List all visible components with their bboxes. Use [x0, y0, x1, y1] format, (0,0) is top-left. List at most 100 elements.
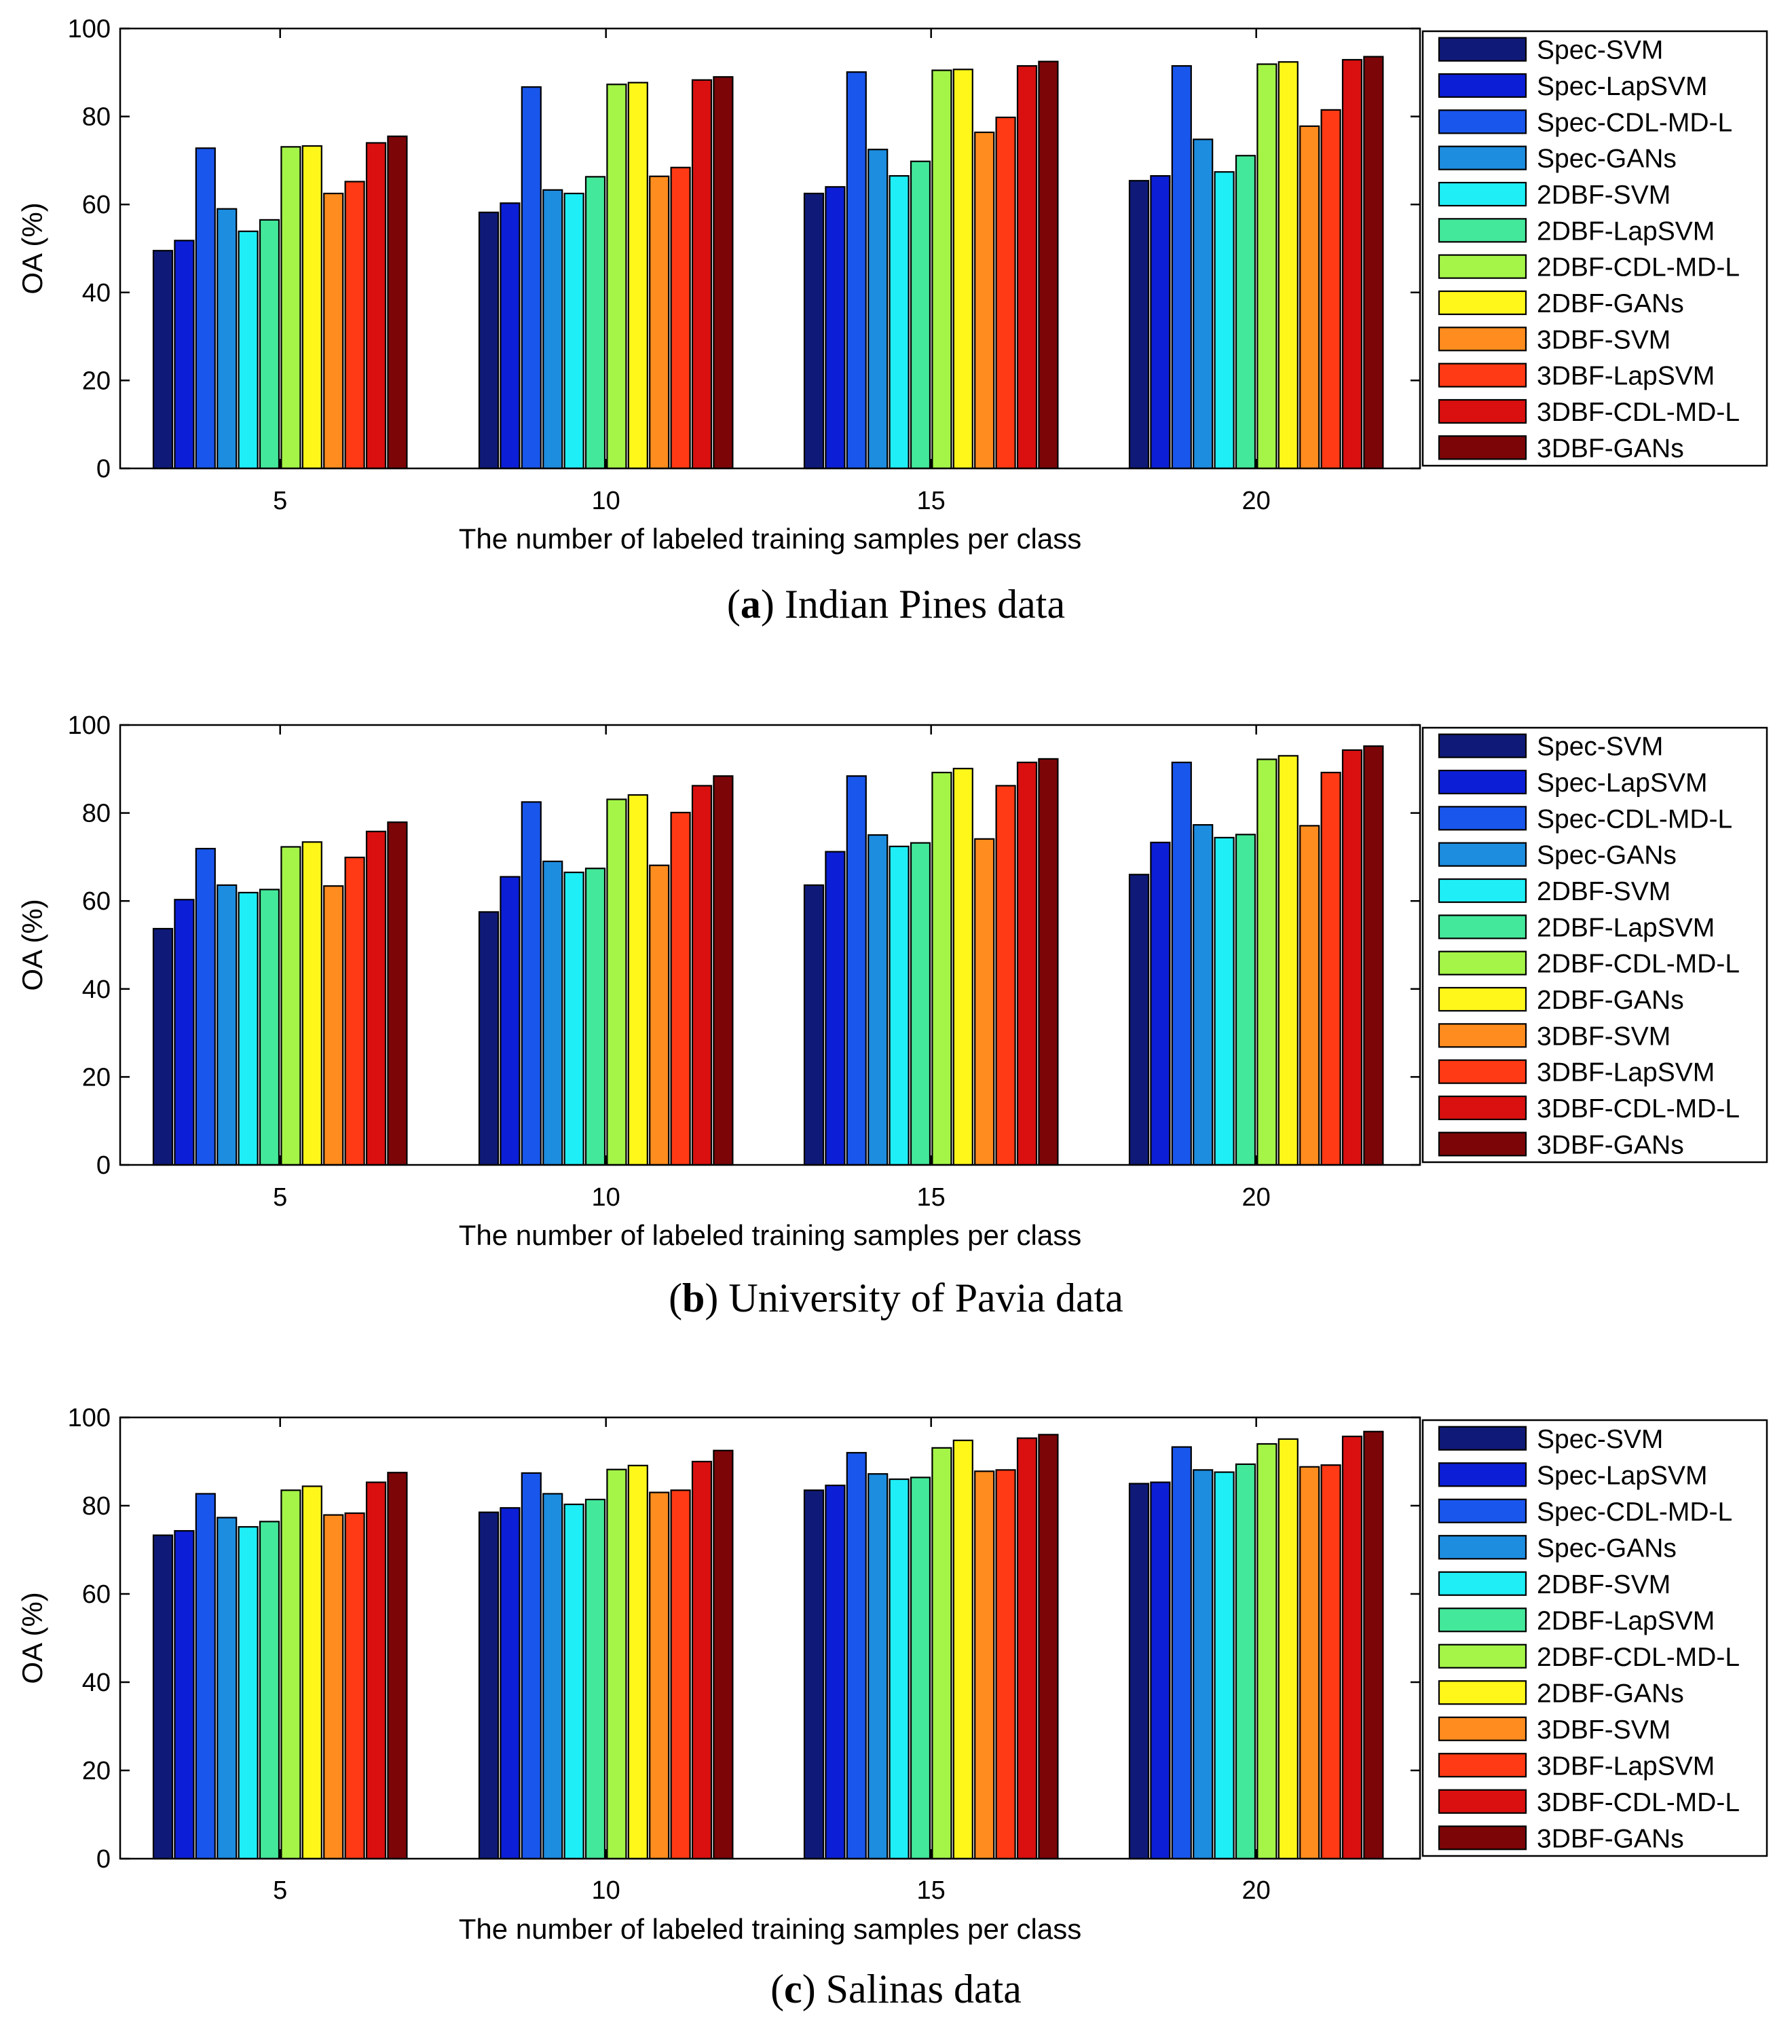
bar-a-2DBF-CDL-MD-L-5: [280, 146, 301, 470]
bar-b-3DBF-GANs-10: [713, 775, 734, 1166]
bar-b-3DBF-CDL-MD-L-15: [1016, 761, 1038, 1166]
bar-a-Spec-SVM-20: [1128, 180, 1150, 470]
legend-label: 3DBF-CDL-MD-L: [1537, 398, 1740, 427]
bar-a-Spec-LapSVM-20: [1150, 174, 1171, 470]
legend-label: Spec-SVM: [1537, 36, 1663, 65]
bar-a-3DBF-LapSVM-10: [670, 166, 691, 470]
bar-a-Spec-SVM-5: [152, 250, 174, 470]
bar-a-3DBF-CDL-MD-L-20: [1341, 58, 1363, 470]
bar-a-3DBF-GANs-5: [387, 135, 408, 470]
legend-swatch: [1438, 914, 1527, 940]
caption-letter: a: [741, 582, 761, 627]
legend-swatch: [1438, 1571, 1527, 1596]
y-tick-label: 80: [82, 1492, 111, 1521]
bar-b-2DBF-SVM-10: [563, 871, 584, 1166]
bar-b-Spec-SVM-5: [152, 927, 174, 1166]
bar-c-Spec-SVM-20: [1128, 1483, 1150, 1860]
y-tick-label: 0: [96, 1845, 111, 1874]
bar-a-3DBF-CDL-MD-L-5: [365, 142, 387, 470]
legend-label: 2DBF-CDL-MD-L: [1537, 253, 1740, 282]
bar-a-3DBF-GANs-10: [713, 76, 734, 470]
bar-c-3DBF-LapSVM-15: [995, 1469, 1016, 1860]
bar-b-3DBF-SVM-5: [323, 885, 344, 1166]
legend-swatch: [1438, 806, 1527, 831]
legend-label: 2DBF-SVM: [1537, 877, 1670, 906]
y-tick-label: 80: [82, 103, 111, 132]
legend-swatch: [1438, 1825, 1527, 1851]
bar-b-2DBF-SVM-15: [889, 845, 910, 1166]
bar-c-Spec-CDL-MD-L-15: [846, 1451, 867, 1860]
bar-b-Spec-CDL-MD-L-20: [1171, 761, 1192, 1166]
caption-letter: b: [682, 1276, 705, 1320]
bar-b-3DBF-CDL-MD-L-10: [691, 785, 713, 1166]
legend-label: 2DBF-LapSVM: [1537, 913, 1715, 942]
legend-label: 3DBF-SVM: [1537, 1022, 1670, 1051]
bar-b-3DBF-GANs-20: [1363, 745, 1384, 1166]
bar-c-Spec-CDL-MD-L-10: [521, 1472, 542, 1860]
bar-b-2DBF-LapSVM-15: [910, 842, 931, 1166]
legend-swatch: [1438, 1716, 1527, 1741]
legend-swatch: [1438, 290, 1527, 316]
bar-a-Spec-CDL-MD-L-10: [521, 86, 542, 470]
legend-label: Spec-CDL-MD-L: [1537, 108, 1732, 137]
legend-swatch: [1438, 769, 1527, 795]
bar-a-3DBF-CDL-MD-L-15: [1016, 64, 1038, 470]
x-axis-label: The number of labeled training samples p…: [459, 523, 1081, 555]
legend-label: 2DBF-LapSVM: [1537, 1606, 1715, 1635]
legend-label: Spec-LapSVM: [1537, 72, 1707, 101]
bar-c-2DBF-SVM-20: [1214, 1471, 1235, 1860]
legend-label: 3DBF-LapSVM: [1537, 362, 1715, 391]
bar-c-3DBF-SVM-5: [323, 1514, 344, 1860]
bar-c-3DBF-GANs-10: [713, 1449, 734, 1860]
bar-c-3DBF-SVM-20: [1299, 1466, 1320, 1860]
bar-a-2DBF-GANs-5: [301, 145, 322, 470]
bar-b-Spec-CDL-MD-L-15: [846, 775, 867, 1166]
bar-b-3DBF-CDL-MD-L-5: [365, 830, 387, 1166]
legend: Spec-SVM Spec-LapSVM Spec-CDL-MD-L Spec-GAN…: [1421, 726, 1768, 1164]
bar-c-2DBF-LapSVM-20: [1235, 1463, 1256, 1860]
bar-c-2DBF-SVM-10: [563, 1503, 584, 1860]
legend: Spec-SVM Spec-LapSVM Spec-CDL-MD-L Spec-GAN…: [1421, 1419, 1768, 1857]
bar-a-2DBF-LapSVM-20: [1235, 155, 1256, 470]
legend-swatch: [1438, 1608, 1527, 1633]
legend-swatch: [1438, 181, 1527, 207]
y-tick-label: 20: [82, 367, 111, 395]
bar-b-Spec-CDL-MD-L-5: [195, 847, 216, 1166]
bar-c-3DBF-LapSVM-10: [670, 1489, 691, 1860]
bar-b-3DBF-LapSVM-5: [344, 856, 365, 1166]
x-tick-label: 5: [273, 1183, 287, 1212]
bar-a-3DBF-SVM-15: [974, 131, 995, 470]
legend-swatch: [1438, 1535, 1527, 1560]
legend-swatch: [1438, 109, 1527, 134]
legend-swatch: [1438, 1023, 1527, 1048]
bar-c-2DBF-CDL-MD-L-5: [280, 1489, 301, 1860]
legend-swatch: [1438, 1643, 1527, 1669]
bar-c-3DBF-GANs-20: [1363, 1430, 1384, 1860]
x-tick-label: 5: [273, 1876, 287, 1905]
bar-b-2DBF-GANs-15: [952, 768, 973, 1166]
bar-b-Spec-SVM-15: [803, 884, 825, 1166]
bar-c-2DBF-GANs-20: [1277, 1438, 1299, 1860]
bar-b-Spec-LapSVM-20: [1150, 841, 1171, 1166]
legend-label: 3DBF-GANs: [1537, 1130, 1684, 1159]
bar-c-2DBF-CDL-MD-L-15: [931, 1447, 952, 1860]
bar-c-3DBF-SVM-15: [974, 1470, 995, 1860]
legend-swatch: [1438, 1132, 1527, 1157]
y-tick-label: 60: [82, 1580, 111, 1609]
caption-paren-close: ): [705, 1276, 728, 1320]
chart-panel-b: 0 20 40 60 80 100 5 10 15 20 The number of labeled…: [16, 711, 1768, 1320]
legend-label: 2DBF-CDL-MD-L: [1537, 1643, 1740, 1672]
bar-c-3DBF-LapSVM-20: [1320, 1464, 1341, 1860]
bar-c-Spec-GANs-15: [867, 1473, 889, 1860]
bar-c-Spec-LapSVM-5: [174, 1529, 195, 1860]
bar-b-3DBF-GANs-15: [1038, 758, 1059, 1166]
y-tick-label: 80: [82, 800, 111, 828]
bar-a-3DBF-SVM-5: [323, 192, 344, 470]
bar-c-Spec-SVM-5: [152, 1534, 174, 1860]
legend-label: Spec-CDL-MD-L: [1537, 804, 1732, 834]
axes-frame: [119, 724, 1421, 1166]
bar-b-2DBF-CDL-MD-L-10: [606, 798, 627, 1166]
legend-swatch: [1438, 398, 1527, 424]
bar-a-2DBF-LapSVM-15: [910, 160, 931, 470]
bar-b-Spec-LapSVM-15: [825, 851, 846, 1166]
